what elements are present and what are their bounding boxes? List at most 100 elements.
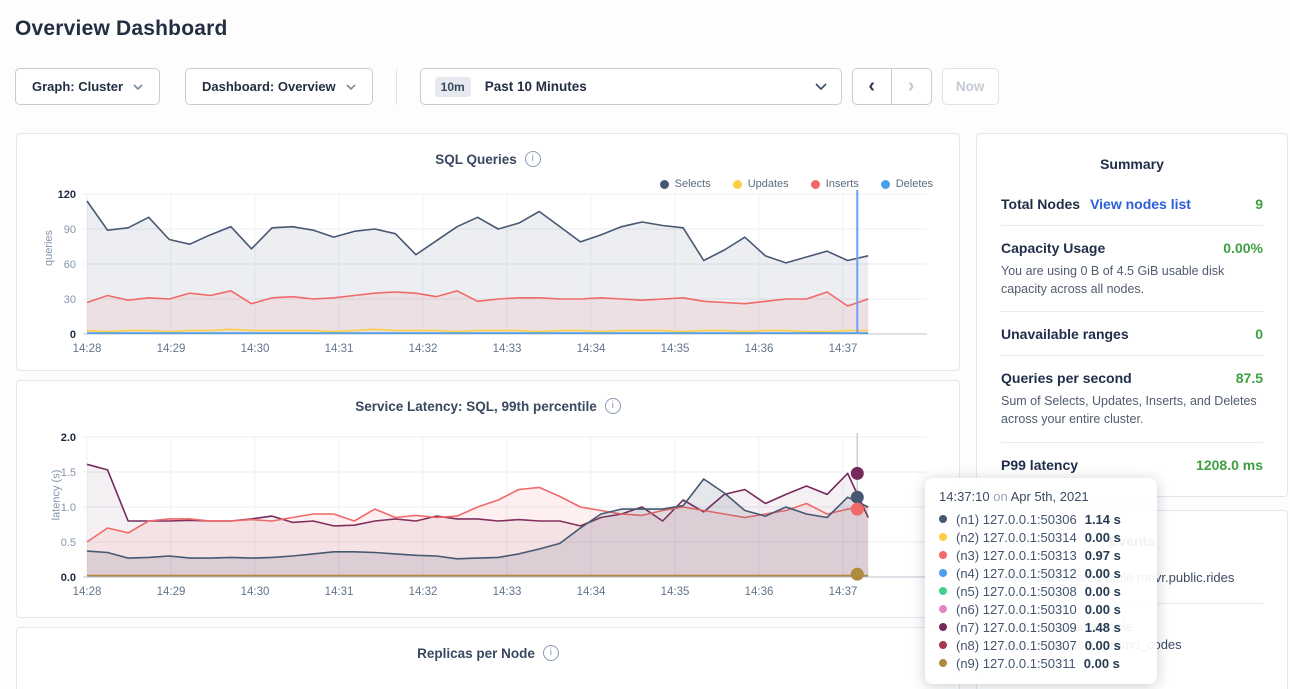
queries-per-second-value: 87.5 — [1235, 370, 1263, 387]
svg-text:14:36: 14:36 — [745, 586, 774, 598]
tooltip-time: 14:37:10 — [939, 489, 990, 504]
time-prev-button[interactable]: ‹ — [851, 68, 892, 105]
svg-text:14:32: 14:32 — [409, 343, 438, 355]
node-address: (n6) 127.0.0.1:50310 — [956, 601, 1077, 617]
summary-row-unavailable-ranges: Unavailable ranges 0 — [1001, 312, 1263, 357]
node-latency-value: 1.14 s — [1084, 511, 1121, 527]
node-latency-value: 1.48 s — [1084, 619, 1121, 635]
node-color-dot — [939, 659, 947, 667]
node-latency-value: 0.00 s — [1083, 655, 1120, 671]
chart-hover-tooltip: 14:37:10 on Apr 5th, 2021 (n1) 127.0.0.1… — [925, 478, 1157, 684]
svg-text:14:30: 14:30 — [241, 586, 270, 598]
summary-row-queries-per-second: Queries per second 87.5 Sum of Selects, … — [1001, 356, 1263, 443]
legend-dot — [732, 179, 742, 189]
summary-panel: Summary Total Nodes View nodes list 9 Ca… — [976, 133, 1288, 497]
tooltip-node-row: (n4) 127.0.0.1:50312 0.00 s — [939, 564, 1143, 582]
node-latency-value: 0.00 s — [1084, 529, 1121, 545]
node-color-dot — [939, 641, 947, 649]
tooltip-node-row: (n9) 127.0.0.1:50311 0.00 s — [939, 654, 1143, 672]
svg-text:14:35: 14:35 — [661, 586, 690, 598]
view-nodes-list-link[interactable]: View nodes list — [1090, 196, 1191, 212]
node-color-dot — [939, 551, 947, 559]
chevron-left-icon: ‹ — [868, 75, 875, 97]
unavailable-ranges-label: Unavailable ranges — [1001, 326, 1129, 343]
svg-text:14:32: 14:32 — [409, 586, 438, 598]
charts-column: SQL Queries i Selects Updates Inserts Delet… — [16, 133, 960, 689]
svg-text:14:28: 14:28 — [73, 586, 102, 598]
svg-text:14:35: 14:35 — [661, 343, 690, 355]
replicas-per-node-chart-title: Replicas per Node — [417, 645, 535, 661]
dashboard-selector-dropdown[interactable]: Dashboard: Overview — [185, 68, 373, 105]
now-button[interactable]: Now — [941, 68, 999, 105]
svg-text:14:34: 14:34 — [577, 586, 606, 598]
info-icon[interactable]: i — [604, 398, 621, 414]
sql-queries-chart-title: SQL Queries — [435, 151, 517, 167]
svg-text:14:31: 14:31 — [325, 343, 354, 355]
summary-panel-title: Summary — [1100, 156, 1164, 172]
tooltip-node-row: (n2) 127.0.0.1:50314 0.00 s — [939, 528, 1143, 546]
service-latency-plot[interactable]: 0.0 0.5 1.0 1.5 2.0 14:28 14:29 14:30 14:31 14:32… — [41, 429, 941, 606]
summary-row-p99-latency: P99 latency 1208.0 ms — [1001, 443, 1263, 486]
tooltip-node-row: (n1) 127.0.0.1:50306 1.14 s — [939, 510, 1143, 528]
time-range-badge: 10m — [434, 76, 471, 97]
capacity-usage-label: Capacity Usage — [1001, 240, 1106, 256]
legend-item-deletes[interactable]: Deletes — [880, 178, 933, 190]
legend-dot — [659, 179, 669, 189]
node-color-dot — [939, 533, 947, 541]
sql-queries-plot[interactable]: 0 30 60 90 120 14:28 14:29 14:30 14:31 14:32 14:33… — [41, 186, 941, 363]
legend-label: Inserts — [825, 178, 859, 190]
tooltip-node-row: (n7) 127.0.0.1:50309 1.48 s — [939, 618, 1143, 636]
queries-per-second-subtext: Sum of Selects, Updates, Inserts, and De… — [1001, 394, 1257, 427]
svg-text:14:37: 14:37 — [829, 343, 858, 355]
node-color-dot — [939, 515, 947, 523]
svg-text:14:33: 14:33 — [493, 586, 522, 598]
svg-text:14:34: 14:34 — [577, 343, 606, 355]
replicas-per-node-chart-card: Replicas per Node i — [16, 627, 960, 689]
tooltip-rows: (n1) 127.0.0.1:50306 1.14 s (n2) 127.0.0.1… — [939, 510, 1143, 672]
total-nodes-label: Total Nodes — [1001, 196, 1081, 212]
legend-item-inserts[interactable]: Inserts — [810, 178, 859, 190]
p99-latency-label: P99 latency — [1001, 456, 1079, 473]
svg-text:14:36: 14:36 — [745, 343, 774, 355]
node-color-dot — [939, 623, 947, 631]
svg-text:14:30: 14:30 — [241, 343, 270, 355]
svg-text:90: 90 — [64, 224, 76, 236]
info-icon[interactable]: i — [524, 151, 541, 167]
tooltip-node-row: (n5) 127.0.0.1:50308 0.00 s — [939, 582, 1143, 600]
sql-queries-chart-card: SQL Queries i Selects Updates Inserts Delet… — [16, 133, 960, 371]
time-range-picker[interactable]: 10m Past 10 Minutes — [419, 68, 842, 105]
graph-selector-dropdown[interactable]: Graph: Cluster — [15, 68, 161, 105]
service-latency-chart-title: Service Latency: SQL, 99th percentile — [355, 398, 597, 414]
time-nav-buttons: ‹ › — [851, 68, 932, 105]
svg-text:30: 30 — [64, 294, 76, 306]
info-icon[interactable]: i — [542, 645, 559, 661]
svg-text:14:33: 14:33 — [493, 343, 522, 355]
svg-text:14:37: 14:37 — [829, 586, 858, 598]
node-address: (n4) 127.0.0.1:50312 — [956, 565, 1077, 581]
summary-row-capacity-usage: Capacity Usage 0.00% You are using 0 B o… — [1001, 226, 1263, 313]
node-latency-value: 0.00 s — [1084, 637, 1121, 653]
chevron-down-icon — [346, 83, 356, 90]
chevron-down-icon — [815, 83, 827, 90]
dashboard-selector-label: Dashboard: Overview — [202, 79, 336, 94]
svg-text:14:29: 14:29 — [157, 343, 186, 355]
legend-item-updates[interactable]: Updates — [732, 178, 789, 190]
capacity-usage-value: 0.00% — [1223, 240, 1263, 256]
unavailable-ranges-value: 0 — [1255, 326, 1263, 343]
svg-text:1.0: 1.0 — [61, 502, 76, 514]
legend-label: Updates — [747, 178, 789, 190]
node-address: (n3) 127.0.0.1:50313 — [956, 547, 1077, 563]
legend-dot — [880, 179, 890, 189]
node-address: (n5) 127.0.0.1:50308 — [956, 583, 1077, 599]
legend-item-selects[interactable]: Selects — [659, 178, 711, 190]
time-next-button[interactable]: › — [891, 68, 932, 105]
tooltip-date: Apr 5th, 2021 — [1010, 489, 1089, 504]
chevron-down-icon — [133, 83, 143, 90]
node-color-dot — [939, 605, 947, 613]
tooltip-timestamp: 14:37:10 on Apr 5th, 2021 — [939, 489, 1143, 504]
svg-text:1.5: 1.5 — [61, 467, 76, 479]
controls-divider — [395, 68, 397, 105]
node-color-dot — [939, 587, 947, 595]
node-address: (n7) 127.0.0.1:50309 — [956, 619, 1077, 635]
